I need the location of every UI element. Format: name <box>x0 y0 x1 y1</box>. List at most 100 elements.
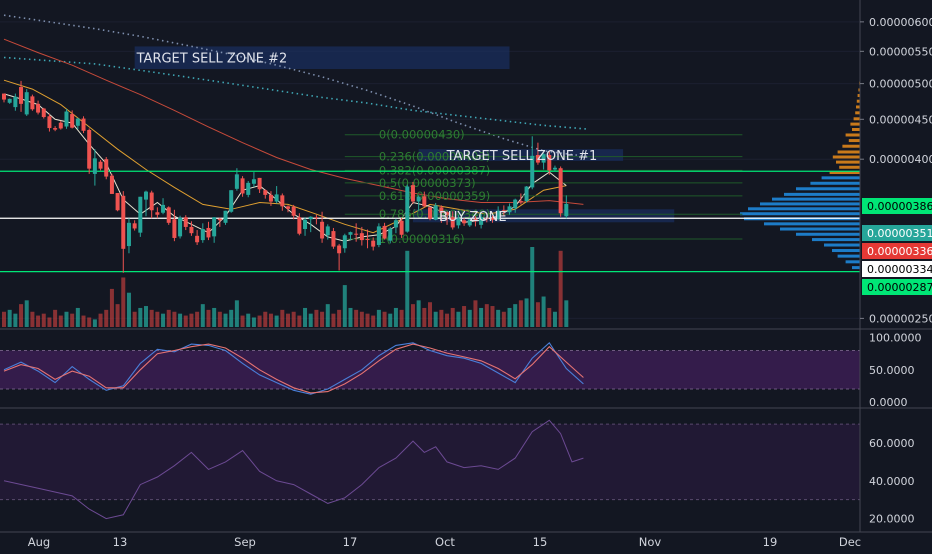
fib-label: 1(0.00000316) <box>379 232 465 246</box>
y-tick-label: 0.00000550 <box>869 45 932 58</box>
volume-bar <box>382 311 387 327</box>
candle-body <box>331 231 336 247</box>
profile-bar <box>837 150 860 154</box>
volume-bar <box>75 307 80 327</box>
candle-body <box>53 128 58 130</box>
price-badge <box>862 198 932 214</box>
price-badge <box>862 225 932 241</box>
profile-bar <box>857 94 860 98</box>
ma-fast <box>3 93 567 242</box>
candle-body <box>303 219 308 229</box>
volume-bar <box>541 296 546 327</box>
candle-body <box>2 93 6 100</box>
price-axis: 0.00000600 0.00000550 0.00000500 0.00000450… <box>860 16 932 526</box>
volume-bar <box>484 304 489 327</box>
y-tick-label: 0.00000400 <box>869 153 932 166</box>
profile-bar <box>848 139 860 143</box>
volume-bar <box>212 307 217 327</box>
profile-bar <box>845 133 860 137</box>
volume-bar <box>19 304 24 327</box>
panel-separators <box>0 0 932 533</box>
x-tick-label: Dec <box>839 535 861 549</box>
volume-bar <box>53 309 58 327</box>
candle-body <box>484 217 489 219</box>
volume-bar <box>473 300 478 327</box>
profile-bar <box>824 243 860 247</box>
price-badge-label: 0.00000386 <box>867 200 932 213</box>
volume-bar <box>416 300 421 327</box>
volume-bar <box>410 304 415 327</box>
candle-body <box>13 96 18 108</box>
volume-bar <box>87 317 92 327</box>
volume-bar <box>342 285 347 327</box>
price-badge-label: 0.00000336 <box>867 245 932 258</box>
candle-body <box>75 118 80 126</box>
volume-bar <box>2 311 6 327</box>
profile-bar <box>784 192 860 196</box>
candle-body <box>416 196 421 202</box>
volume-bar <box>217 311 222 327</box>
candle-body <box>64 111 69 127</box>
candle-body <box>263 190 268 195</box>
volume-bar <box>206 309 211 327</box>
volume-bar <box>132 311 137 327</box>
volume-bar <box>166 309 171 327</box>
zone-label: TARGET SELL ZONE #1 <box>446 149 598 164</box>
candle-body <box>314 217 319 219</box>
volume-bar <box>331 313 336 327</box>
volume-bar <box>189 313 194 327</box>
candle-body <box>30 96 35 110</box>
volume-bar <box>450 307 455 327</box>
candle-body <box>104 159 109 177</box>
candle-body <box>92 158 97 174</box>
volume-bar <box>280 309 285 327</box>
x-tick-label: 19 <box>763 535 778 549</box>
candle-body <box>87 130 92 169</box>
rsi-panel <box>0 409 860 528</box>
volume-bar <box>399 309 404 327</box>
candle-body <box>547 154 552 171</box>
volume-bar <box>393 307 398 327</box>
volume-bar <box>433 311 438 327</box>
x-tick-label: Nov <box>639 535 662 549</box>
volume-bar <box>445 313 450 327</box>
stoch-d-line <box>3 343 584 394</box>
price-badge <box>862 261 932 277</box>
candle-body <box>183 217 188 227</box>
volume-bar <box>144 306 148 327</box>
profile-bar <box>748 207 860 211</box>
fib-label: 0(0.00000430) <box>379 128 465 142</box>
candle-body <box>513 199 518 209</box>
volume-bar <box>229 309 234 327</box>
candle-body <box>433 205 438 220</box>
profile-bar <box>855 111 860 115</box>
profile-bar <box>858 88 860 92</box>
candle-body <box>308 216 313 220</box>
candle-body <box>456 218 461 226</box>
profile-bar <box>852 128 860 132</box>
volume-bar <box>371 315 376 327</box>
candle-body <box>19 87 24 104</box>
volume-bar <box>479 307 484 327</box>
stoch-band <box>0 350 860 390</box>
candle-body <box>359 233 364 241</box>
candle-body <box>149 192 154 211</box>
volume-bar <box>308 313 313 327</box>
price-badge <box>862 279 932 295</box>
volume-bar <box>513 304 518 327</box>
y-tick-label: 0.00000600 <box>869 16 932 29</box>
candle-body <box>98 161 103 169</box>
candle-body <box>496 210 501 219</box>
volume-bar <box>303 307 308 327</box>
candle-body <box>240 178 245 194</box>
candle-body <box>342 235 347 249</box>
profile-bar <box>821 176 860 180</box>
profile-bar <box>740 212 860 216</box>
candle-body <box>81 118 86 131</box>
candle-body <box>286 206 290 209</box>
candle-body <box>189 226 194 234</box>
candle-body <box>462 220 467 224</box>
ma-slow <box>3 38 584 205</box>
volume-bar <box>234 300 239 327</box>
